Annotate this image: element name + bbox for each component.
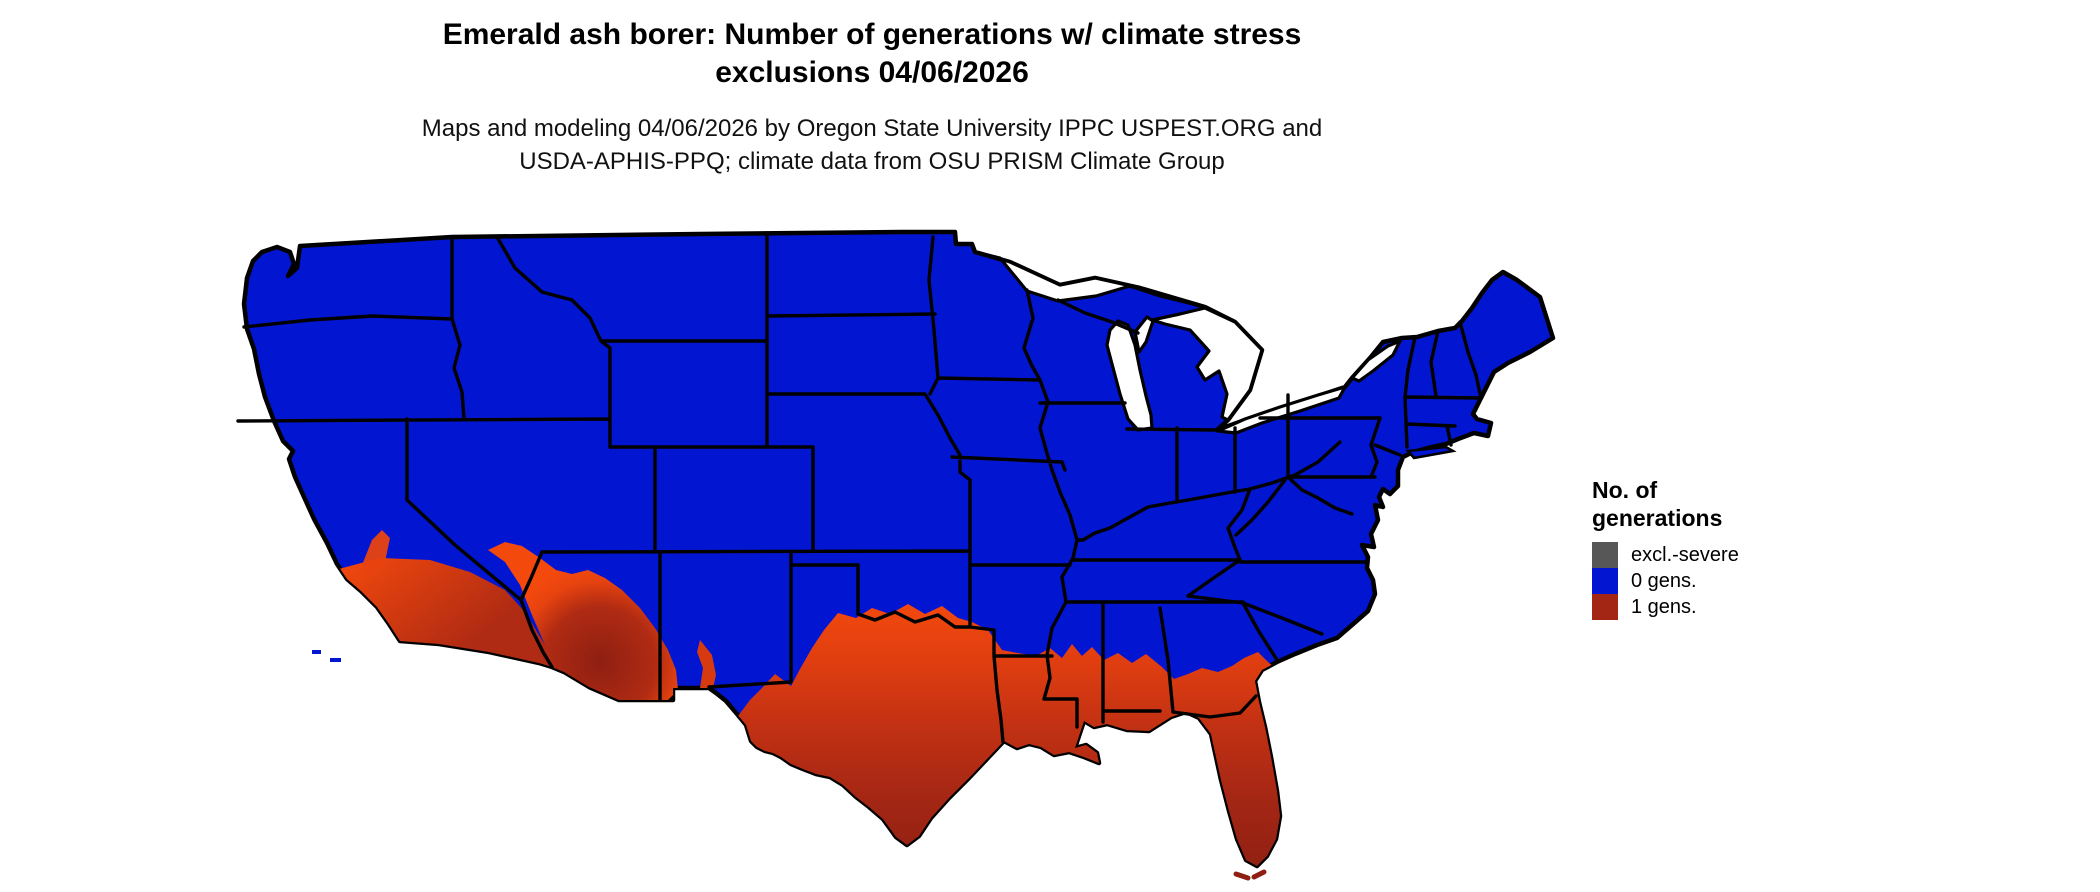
map-subtitle-line2: USDA-APHIS-PPQ; climate data from OSU PR… <box>519 148 1225 175</box>
map-legend: No. of generations excl.-severe 0 gens. … <box>1592 476 1739 620</box>
channel-island <box>330 658 341 662</box>
legend-title-line1: No. of <box>1592 477 1658 503</box>
legend-label-excl-severe: excl.-severe <box>1631 543 1739 566</box>
long-island <box>1405 445 1457 460</box>
state-borders <box>236 231 1483 744</box>
map-title-line2: exclusions 04/06/2026 <box>715 56 1029 89</box>
legend-swatch-0-gens <box>1592 568 1618 594</box>
legend-row-0-gens: 0 gens. <box>1592 568 1739 594</box>
legend-row-excl-severe: excl.-severe <box>1592 542 1739 568</box>
legend-items: excl.-severe 0 gens. 1 gens. <box>1592 542 1739 620</box>
legend-label-0-gens: 0 gens. <box>1631 569 1697 592</box>
map-title-line1: Emerald ash borer: Number of generations… <box>442 18 1302 51</box>
legend-title-line2: generations <box>1592 505 1723 531</box>
legend-swatch-1-gens <box>1592 594 1618 620</box>
channel-island <box>312 650 321 654</box>
coastal-islands <box>312 445 1457 881</box>
map-subtitle: Maps and modeling 04/06/2026 by Oregon S… <box>0 112 1744 178</box>
green-bay <box>1133 315 1155 354</box>
lake-huron <box>1150 306 1264 422</box>
legend-label-1-gens: 1 gens. <box>1631 595 1697 618</box>
legend-swatch-excl-severe <box>1592 542 1618 568</box>
legend-row-1-gens: 1 gens. <box>1592 594 1739 620</box>
lake-ontario <box>1350 339 1402 383</box>
lake-erie <box>1216 385 1347 435</box>
map-title: Emerald ash borer: Number of generations… <box>0 16 1744 92</box>
florida-keys <box>1233 869 1267 881</box>
map-subtitle-line1: Maps and modeling 04/06/2026 by Oregon S… <box>421 115 1323 142</box>
legend-title: No. of generations <box>1592 476 1739 532</box>
